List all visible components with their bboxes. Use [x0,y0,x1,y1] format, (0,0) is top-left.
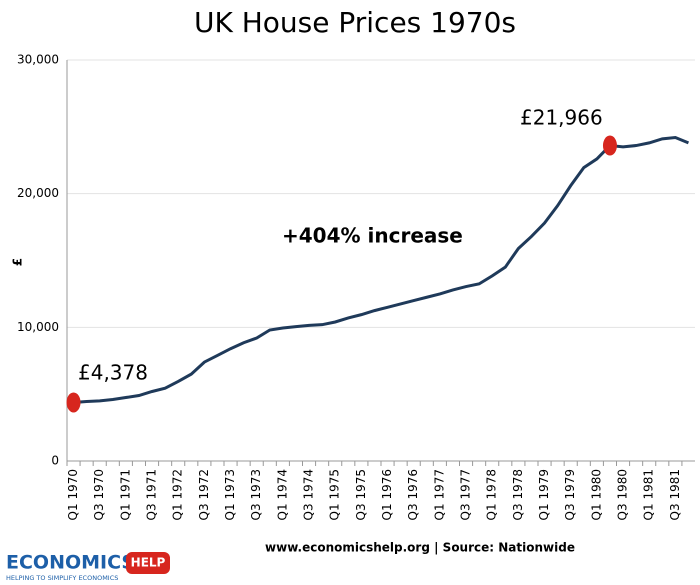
x-tick-label: Q1 1974 [275,469,289,520]
x-tick-label: Q3 1980 [616,469,630,520]
logo-tagline: HELPING TO SIMPLIFY ECONOMICS [6,574,118,582]
y-tick-label: 0 [51,454,59,468]
highlight-marker [602,135,617,156]
x-tick-label: Q3 1970 [92,469,106,520]
x-tick-label: Q3 1978 [511,469,525,520]
x-tick-label: Q1 1970 [66,469,80,520]
x-tick-label: Q1 1981 [642,469,656,520]
x-tick-label: Q3 1976 [406,469,420,520]
x-tick-label: Q3 1975 [354,469,368,520]
annotation: +404% increase [282,224,463,248]
logo-badge: HELP [131,556,166,570]
x-tick-label: Q3 1977 [459,469,473,520]
annotation: £21,966 [520,106,603,130]
logo-name: ECONOMICS [6,552,135,574]
x-tick-label: Q3 1972 [197,469,211,520]
line [73,135,690,404]
logo-badge-bg [126,552,170,574]
x-tick-label: Q1 1980 [589,469,603,520]
x-tick-label: Q1 1978 [485,469,499,520]
x-tick-label: Q3 1979 [563,469,577,520]
y-axis-label: £ [11,258,25,266]
x-tick-label: Q1 1979 [537,469,551,520]
x-tick-label: Q1 1975 [328,469,342,520]
x-tick-label: Q1 1977 [432,469,446,520]
x-tick-label: Q3 1973 [249,469,263,520]
footer: www.economicshelp.org | Source: Nationwi… [265,541,575,555]
y-tick-label: 10,000 [17,320,59,334]
y-tick-label: 30,000 [17,53,59,67]
highlight-marker [66,392,81,413]
chart-title: UK House Prices 1970s [194,6,516,39]
annotation: £4,378 [78,361,148,385]
x-tick-label: Q3 1974 [302,469,316,520]
y-tick-label: 20,000 [17,186,59,200]
x-tick-label: Q1 1971 [118,469,132,520]
x-tick-label: Q3 1981 [668,469,682,520]
x-tick-label: Q1 1972 [171,469,185,520]
x-tick-label: Q3 1971 [145,469,159,520]
x-tick-label: Q1 1973 [223,469,237,520]
x-tick-label: Q1 1976 [380,469,394,520]
